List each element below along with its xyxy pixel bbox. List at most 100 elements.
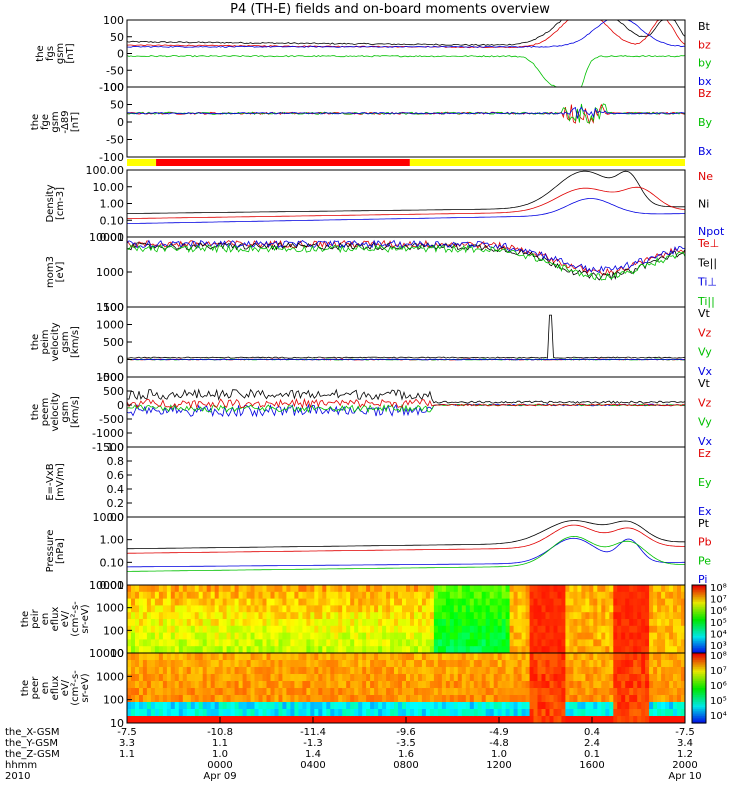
spectrogram-cell <box>242 625 248 634</box>
spectrogram-cell <box>629 681 634 689</box>
spectrogram-cell <box>469 619 475 627</box>
spectrogram-cell <box>633 625 638 634</box>
spectrogram-cell <box>481 591 487 600</box>
spectrogram-cell <box>605 702 610 710</box>
spectrogram-cell <box>481 598 487 606</box>
spectrogram-cell <box>278 660 283 668</box>
spectrogram-cell <box>274 709 279 717</box>
spectrogram-cell <box>410 674 415 682</box>
spectrogram-cell <box>441 695 447 703</box>
spectrogram-cell <box>230 716 236 724</box>
spectrogram-cell <box>202 598 208 606</box>
spectrogram-cell <box>230 667 236 675</box>
spectrogram-cell <box>469 646 475 654</box>
spectrogram-cell <box>477 688 483 696</box>
spectrogram-cell <box>286 688 291 696</box>
spectrogram-cell <box>131 709 136 717</box>
spectrogram-cell <box>190 709 196 717</box>
spectrogram-cell <box>649 695 654 703</box>
spectrogram-cell <box>561 716 566 724</box>
spectrogram-cell <box>585 667 590 675</box>
panel-ylabel-line: en <box>40 682 51 695</box>
trace-fgs-2 <box>126 55 686 88</box>
spectrogram-cell <box>625 653 630 661</box>
spectrogram-cell <box>206 619 212 627</box>
spectrogram-cell <box>669 585 674 593</box>
spectrogram-cell <box>198 688 204 696</box>
panel-ylabel-line: gsm <box>60 331 71 352</box>
xaxis-row-label: the_Z-GSM <box>5 749 60 760</box>
spectrogram-cell <box>158 646 164 654</box>
spectrogram-cell <box>513 598 519 606</box>
spectrogram-cell <box>653 612 658 620</box>
spectrogram-cell <box>270 605 275 613</box>
spectrogram-cell <box>198 653 204 661</box>
spectrogram-cell <box>306 681 311 689</box>
spectrogram-cell <box>473 612 479 620</box>
spectrogram-cell <box>445 598 451 606</box>
spectrogram-cell <box>585 591 590 600</box>
spectrogram-cell <box>609 667 614 675</box>
spectrogram-cell <box>489 598 495 606</box>
spectrogram-cell <box>521 585 527 593</box>
spectrogram-cell <box>154 625 160 634</box>
spectrogram-cell <box>218 653 224 661</box>
status-segment <box>409 159 685 166</box>
spectrogram-cell <box>354 716 359 724</box>
spectrogram-cell <box>669 639 674 647</box>
spectrogram-cell <box>358 632 363 640</box>
spectrogram-cell <box>541 702 546 710</box>
spectrogram-cell <box>429 695 435 703</box>
spectrogram-cell <box>226 605 232 613</box>
spectrogram-cell <box>561 625 566 634</box>
spectrogram-cell <box>581 612 586 620</box>
spectrogram-cell <box>318 660 323 668</box>
spectrogram-cell <box>589 667 594 675</box>
spectrogram-cell <box>182 695 188 703</box>
spectrogram-cell <box>270 709 275 717</box>
spectrogram-cell <box>170 612 176 620</box>
trace-peem-0 <box>126 403 686 418</box>
spectrogram-cell <box>370 639 375 647</box>
spectrogram-cell <box>250 585 256 593</box>
spectrogram-cell <box>310 695 315 703</box>
colorbar-cell <box>692 716 706 719</box>
spectrogram-cell <box>334 688 339 696</box>
spectrogram-cell <box>390 585 395 593</box>
spectrogram-cell <box>637 639 642 647</box>
spectrogram-cell <box>398 619 403 627</box>
spectrogram-cell <box>394 619 399 627</box>
spectrogram-cell <box>605 716 610 724</box>
spectrogram-cell <box>589 612 594 620</box>
spectrogram-cell <box>625 702 630 710</box>
spectrogram-cell <box>457 660 463 668</box>
spectrogram-cell <box>358 702 363 710</box>
spectrogram-cell <box>533 695 538 703</box>
spectrogram-cell <box>669 702 674 710</box>
spectrogram-cell <box>135 632 140 640</box>
spectrogram-cell <box>485 619 491 627</box>
spectrogram-cell <box>146 591 152 600</box>
trace-peem-2 <box>126 388 686 404</box>
xtick-hhmm: 0800 <box>393 760 418 771</box>
spectrogram-cell <box>258 653 263 661</box>
colorbar-cell <box>692 674 706 677</box>
spectrogram-cell <box>294 653 299 661</box>
spectrogram-cell <box>541 591 546 600</box>
spectrogram-cell <box>465 688 471 696</box>
spectrogram-cell <box>302 646 307 654</box>
spectrogram-cell <box>135 605 140 613</box>
spectrogram-cell <box>665 605 670 613</box>
spectrogram-cell <box>617 598 622 606</box>
spectrogram-cell <box>166 695 172 703</box>
spectrogram-cell <box>338 674 343 682</box>
spectrogram-cell <box>166 660 172 668</box>
spectrogram-cell <box>601 709 606 717</box>
spectrogram-cell <box>131 632 136 640</box>
spectrogram-cell <box>418 646 423 654</box>
spectrogram-cell <box>354 632 359 640</box>
spectrogram-cell <box>282 681 287 689</box>
spectrogram-cell <box>633 639 638 647</box>
spectrogram-cell <box>202 639 208 647</box>
spectrogram-cell <box>677 667 682 675</box>
